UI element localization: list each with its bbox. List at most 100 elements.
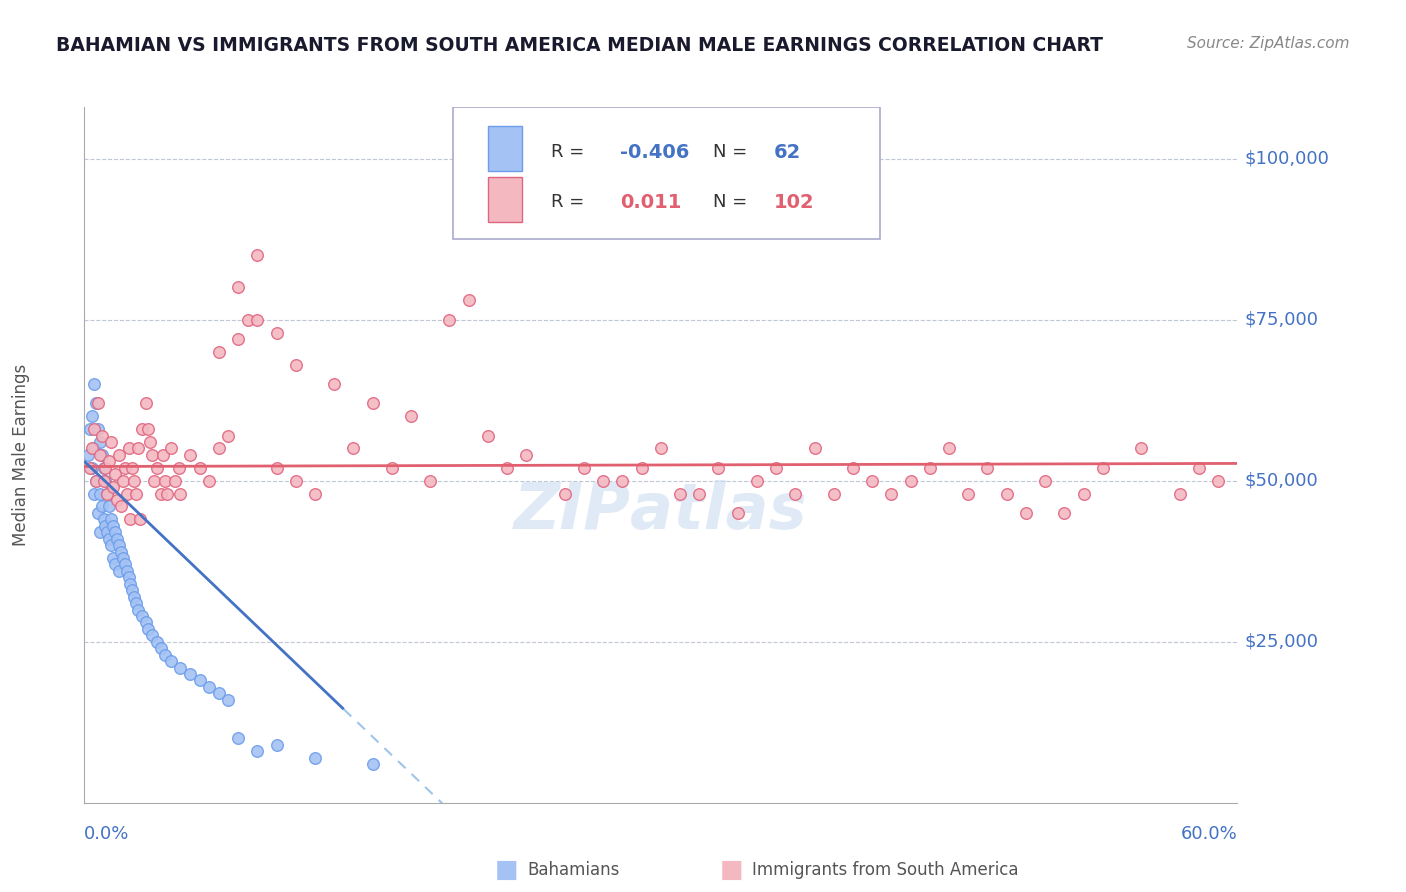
Point [104,467,127,482]
Point [125,486,148,500]
Text: $75,000: $75,000 [1244,310,1319,328]
Point [1073,486,1095,500]
Text: Median Male Earnings: Median Male Earnings [13,364,30,546]
Point [246,744,269,758]
Point [110,544,132,558]
Point [246,248,269,262]
Point [98,454,121,468]
Text: Immigrants from South America: Immigrants from South America [752,861,1019,879]
Point [115,564,138,578]
Point [111,474,134,488]
FancyBboxPatch shape [488,126,523,171]
Point [727,506,749,520]
Point [198,474,221,488]
Point [83,442,105,456]
Point [226,731,249,746]
Point [108,448,131,462]
Point [439,312,461,326]
Text: ZIP​atlas: ZIP​atlas [515,480,807,541]
Point [103,551,124,566]
Point [188,673,211,688]
Point [90,448,112,462]
Point [938,442,960,456]
Text: $50,000: $50,000 [1244,472,1317,490]
Point [217,428,239,442]
Point [304,486,326,500]
Point [105,493,128,508]
Point [114,460,136,475]
Point [918,460,941,475]
Point [80,442,103,456]
Point [188,460,211,475]
Point [167,460,190,475]
Point [103,518,124,533]
Point [226,280,249,294]
Point [198,680,221,694]
Point [87,506,110,520]
Text: Bahamians: Bahamians [527,861,620,879]
Point [208,442,231,456]
Point [169,486,191,500]
Point [496,460,519,475]
Point [124,474,146,488]
Point [361,757,384,772]
Point [87,396,110,410]
Text: $25,000: $25,000 [1244,632,1319,651]
Point [765,460,787,475]
Point [87,422,110,436]
Point [419,474,441,488]
Text: 60.0%: 60.0% [1181,825,1237,843]
Text: ■: ■ [495,858,517,881]
Text: N =: N = [713,144,747,161]
Point [957,486,980,500]
Text: 0.011: 0.011 [620,193,682,212]
Point [89,525,111,540]
Point [342,442,364,456]
Text: ■: ■ [720,858,742,881]
Point [688,486,710,500]
Point [266,738,288,752]
Point [142,474,165,488]
Point [179,448,201,462]
Point [129,512,152,526]
Point [1033,474,1056,488]
Point [159,442,183,456]
Point [146,634,169,648]
Point [1091,460,1114,475]
Point [90,500,112,514]
Point [117,570,139,584]
Point [554,486,576,500]
Point [136,622,159,636]
Point [120,512,142,526]
Point [84,474,107,488]
Point [83,486,105,500]
Point [83,422,105,436]
Text: R =: R = [551,144,585,161]
Point [115,486,138,500]
Point [150,641,173,656]
Point [79,422,101,436]
Point [104,558,127,572]
Point [572,460,595,475]
Point [179,667,201,681]
Point [1015,506,1038,520]
Point [121,583,143,598]
Point [381,460,404,475]
Point [284,474,307,488]
Point [284,358,307,372]
Point [84,396,107,410]
Point [1206,474,1229,488]
Point [117,442,139,456]
Point [995,486,1018,500]
Point [226,332,249,346]
Point [650,442,672,456]
Point [246,312,269,326]
Point [80,460,103,475]
Point [592,474,614,488]
Point [976,460,998,475]
Point [152,448,174,462]
Point [100,435,122,450]
Point [630,460,652,475]
Point [842,460,865,475]
Point [266,326,288,340]
